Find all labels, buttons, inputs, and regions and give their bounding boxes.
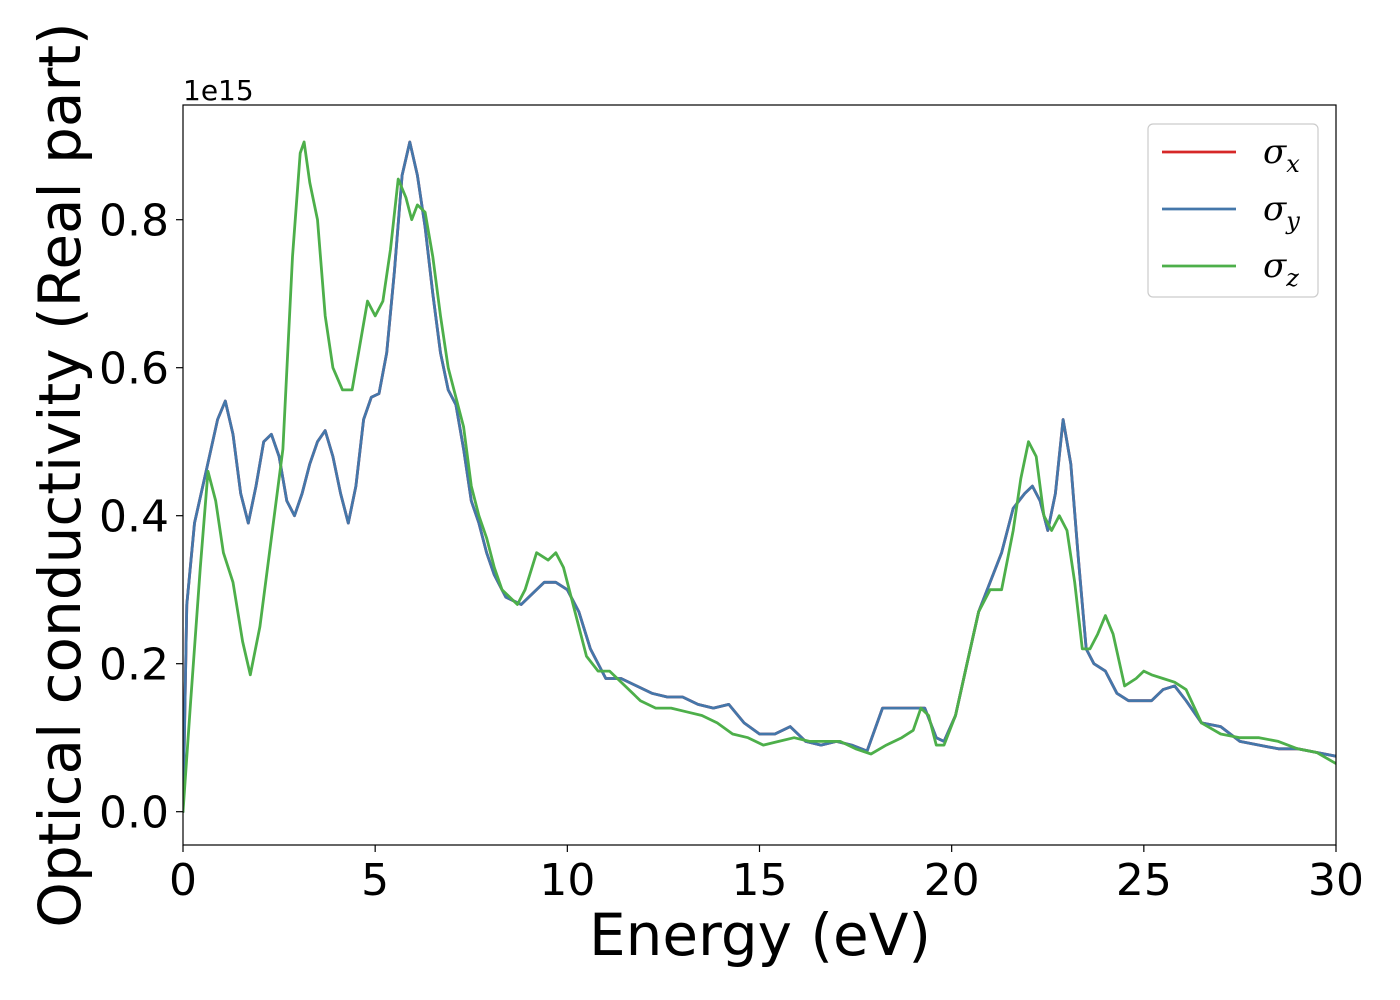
y-offset-label: 1e15 [183, 74, 254, 107]
y-axis: 0.0 0.2 0.4 0.6 0.8 [99, 196, 183, 839]
x-tick-label: 0 [169, 855, 197, 906]
series-line-z [183, 140, 1336, 814]
x-tick-label: 15 [732, 855, 788, 906]
x-axis-label: Energy (eV) [589, 901, 931, 969]
series-line-y [183, 140, 1336, 814]
y-axis-label: Optical conductivity (Real part) [26, 22, 94, 927]
y-tick-label: 0.6 [99, 344, 169, 395]
legend-box [1147, 123, 1319, 298]
y-tick-label: 0.0 [99, 788, 169, 839]
legend-label-x: σx [1263, 132, 1300, 178]
x-tick-label: 25 [1116, 855, 1172, 906]
y-tick-label: 0.4 [99, 492, 169, 543]
x-tick-label: 5 [361, 855, 389, 906]
y-tick-label: 0.2 [99, 640, 169, 691]
x-tick-label: 10 [539, 855, 595, 906]
x-axis: 0 5 10 15 20 25 30 [169, 845, 1364, 906]
series-layer [183, 140, 1336, 814]
x-tick-label: 30 [1308, 855, 1364, 906]
y-tick-label: 0.8 [99, 196, 169, 247]
x-tick-label: 20 [924, 855, 980, 906]
